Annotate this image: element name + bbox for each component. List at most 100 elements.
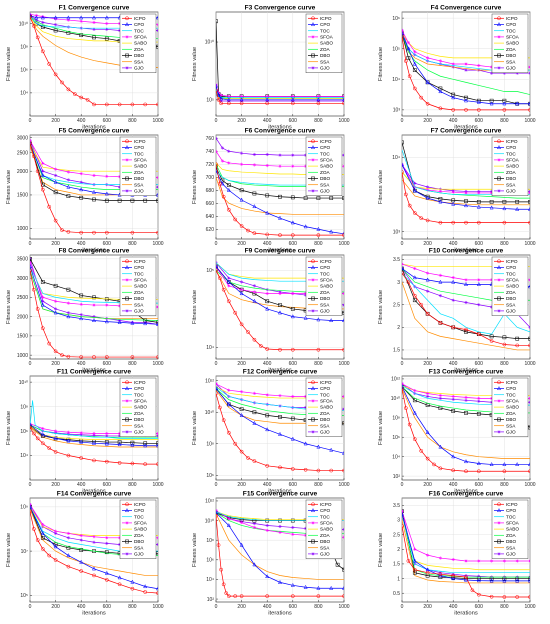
dbo-point: [278, 303, 282, 307]
sfoa-point: [252, 391, 256, 395]
legend-label: TOC: [134, 514, 144, 519]
series-line-cpo: [30, 506, 158, 590]
icpo-point: [35, 35, 40, 40]
icpo-point: [342, 347, 344, 352]
legend-point: [125, 189, 129, 193]
icpo-point: [224, 591, 229, 596]
cpo-point: [79, 187, 84, 192]
x-tick-label: 1000: [524, 604, 535, 610]
y-tick-label: 10¹⁰: [205, 40, 214, 46]
series-line-ssa: [216, 177, 344, 215]
x-tick-label: 200: [423, 361, 432, 367]
gjo-point: [438, 294, 442, 298]
icpo-point: [117, 582, 122, 587]
dbo-point: [104, 36, 109, 41]
gjo-point: [342, 407, 344, 411]
cpo-point: [252, 204, 257, 209]
cpo-point: [239, 291, 244, 296]
gjo-point: [464, 398, 468, 402]
chart-title: F12 Convergence curve: [243, 369, 318, 376]
legend-label: ICPO: [506, 259, 518, 264]
y-tick-label: 10⁶: [392, 16, 400, 22]
icpo-point: [419, 302, 424, 307]
gjo-point: [477, 399, 481, 403]
y-tick-label: 2: [397, 547, 400, 553]
dbo-point: [489, 334, 494, 339]
sfoa-point: [227, 94, 231, 98]
dbo-point: [40, 280, 45, 284]
legend-label: SFOA: [320, 35, 334, 40]
series-markers-cpo: [402, 384, 530, 466]
cpo-point: [143, 443, 148, 448]
cpo-point: [40, 302, 45, 307]
x-axis-label: iterations: [268, 611, 292, 617]
icpo-point: [216, 268, 218, 273]
cpo-point: [226, 279, 231, 284]
sfoa-point: [438, 59, 442, 63]
gjo-point: [304, 153, 308, 157]
chart-title: F10 Convergence curve: [429, 248, 504, 255]
legend-label: GJO: [134, 430, 144, 435]
cpo-point: [502, 206, 507, 211]
cpo-point: [489, 578, 494, 583]
icpo-point: [40, 187, 45, 192]
series-line-toc: [402, 272, 530, 335]
legend-label: SABO: [320, 527, 333, 532]
y-tick-label: 10⁸: [206, 441, 214, 447]
cpo-point: [451, 95, 456, 100]
icpo-point: [412, 437, 417, 442]
series-markers-cpo: [402, 30, 530, 106]
legend-label: ICPO: [506, 502, 518, 507]
legend-label: TOC: [320, 514, 330, 519]
cpo-point: [143, 584, 148, 589]
gjo-point: [265, 523, 269, 528]
legend-label: SSA: [506, 59, 516, 64]
y-tick-label: 10⁵: [206, 268, 214, 274]
x-tick-label: 0: [401, 361, 404, 367]
legend-label: CPO: [320, 386, 331, 391]
series-line-dbo: [402, 268, 530, 340]
legend-label: SFOA: [506, 521, 520, 526]
x-tick-label: 1000: [524, 361, 535, 367]
cpo-point: [216, 264, 219, 269]
icpo-point: [246, 228, 250, 233]
icpo-point: [403, 192, 408, 197]
sfoa-point: [490, 65, 494, 69]
series-markers-cpo: [402, 162, 530, 211]
y-tick-label: 10⁶: [20, 429, 28, 435]
sfoa-point: [41, 427, 45, 431]
x-tick-label: 800: [500, 241, 509, 247]
cpo-point: [66, 438, 71, 443]
x-axis-label: iterations: [454, 248, 478, 254]
icpo-point: [130, 586, 135, 591]
cpo-point: [316, 97, 321, 102]
sfoa-point: [41, 15, 45, 19]
cpo-point: [252, 298, 257, 303]
icpo-point: [92, 355, 96, 359]
dbo-point: [156, 44, 158, 49]
legend-label: DBO: [134, 539, 145, 544]
subplot-5: 0 200 400 600 800 1000 620 640 660 680 700 720 740 76…: [192, 128, 350, 254]
icpo-point: [35, 307, 40, 311]
icpo-point: [406, 280, 411, 284]
legend-label: SFOA: [134, 35, 148, 40]
icpo-point: [143, 462, 148, 466]
sfoa-point: [406, 40, 410, 45]
sfoa-point: [105, 431, 109, 436]
legend-point: [310, 145, 316, 150]
cpo-point: [104, 15, 109, 20]
sfoa-point: [464, 278, 468, 282]
x-tick-label: 600: [475, 604, 484, 610]
series-markers-icpo: [216, 88, 344, 106]
sfoa-point: [265, 163, 269, 168]
icpo-point: [425, 456, 430, 461]
gjo-point: [219, 99, 223, 103]
legend-point: [497, 502, 501, 507]
sfoa-point: [227, 517, 231, 521]
icpo-point: [329, 468, 334, 473]
x-axis-label: iterations: [454, 125, 478, 131]
y-axis-label: Fitness value: [6, 290, 12, 324]
